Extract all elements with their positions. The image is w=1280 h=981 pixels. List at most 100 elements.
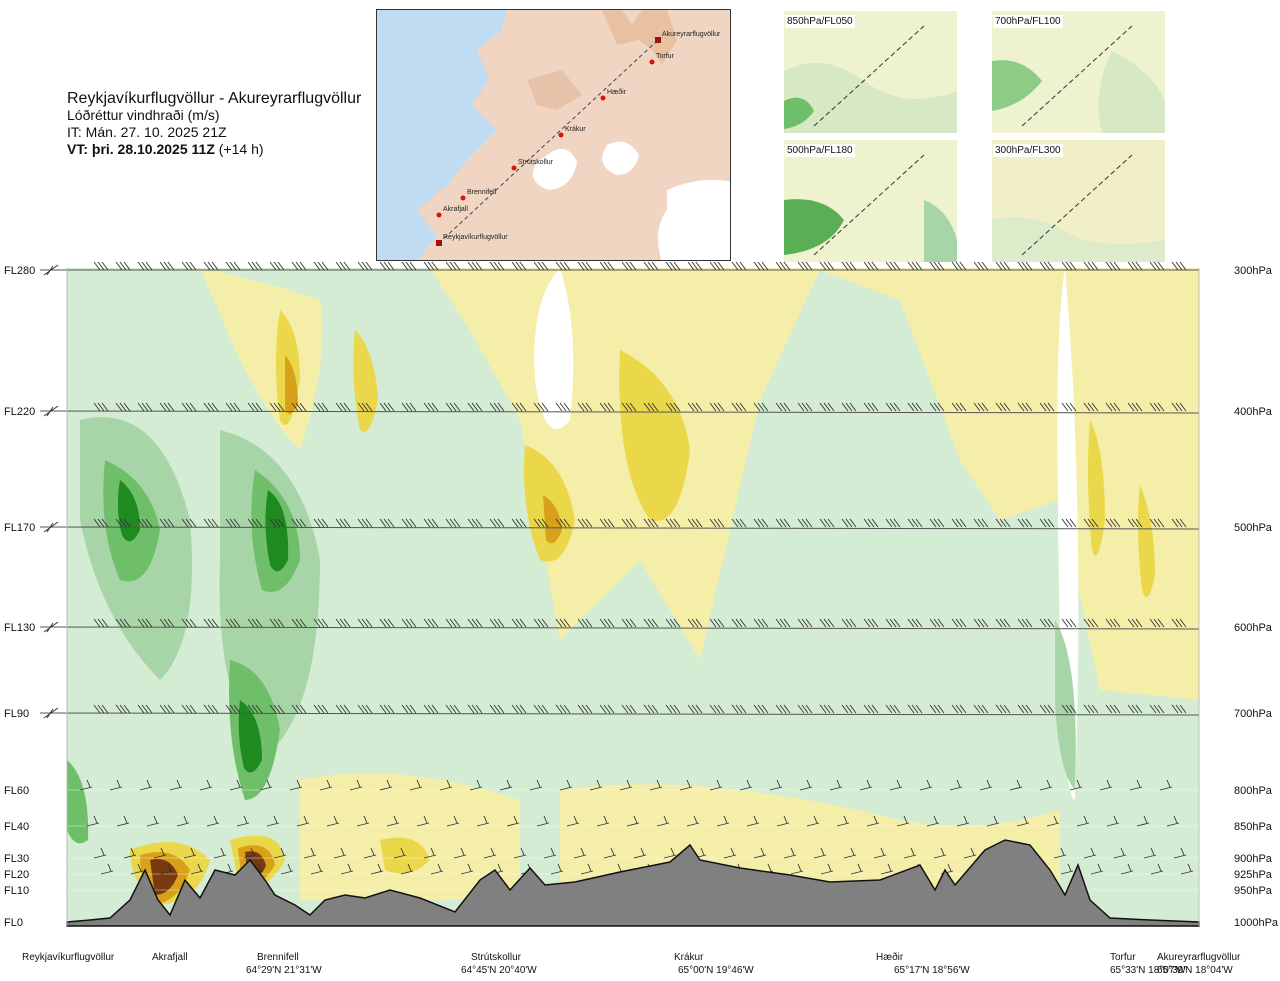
panel-500hpa: 500hPa/FL180 [784,140,957,262]
wind-barb [995,518,1011,528]
terrain-profile [66,839,1200,927]
wind-barb [203,704,219,714]
wind-barb [599,518,615,528]
wind-barb [225,518,241,528]
wind-barb [206,815,220,827]
wind-barb [203,618,219,628]
wind-barb [919,779,933,791]
route-point-label: Krákur [565,126,586,133]
wind-barb [776,815,790,827]
wind-barb [577,261,593,271]
wind-barb [841,704,857,714]
wind-barb [709,779,723,791]
wind-barb [93,261,109,271]
wind-barb [555,402,571,412]
wind-barb [907,518,923,528]
wind-barb [885,261,901,271]
wind-barb [731,518,747,528]
wind-barb [589,779,603,791]
level-line [39,712,1200,716]
wind-barb [181,704,197,714]
wind-barb [183,847,197,859]
location-coordinates: 64°29'N 21°31'W [246,965,322,976]
wind-barb [929,402,945,412]
wind-barb [580,863,594,875]
wind-barb [1083,618,1099,628]
wind-barb [379,518,395,528]
wind-barb [467,518,483,528]
wind-barb [687,618,703,628]
field-region [150,859,178,895]
wind-barb [753,847,767,859]
wind-barb [159,402,175,412]
wind-barb [621,618,637,628]
flight-level-labels: FL280 FL220 FL170 FL130 FL90 FL60 FL40 FL30 FL20… [4,265,35,929]
wind-barb [665,518,681,528]
wind-barb [529,779,543,791]
route-point-label: Brennifell [467,189,497,196]
wind-barb [797,261,813,271]
wind-barb [1061,518,1077,528]
wind-barb [829,779,843,791]
wind-barb [1060,863,1074,875]
wind-barb [746,815,760,827]
wind-barb [850,863,864,875]
flight-level-label: FL90 [4,708,29,720]
wind-barb [476,815,490,827]
wind-barb [973,618,989,628]
wind-barb [1009,779,1023,791]
wind-barb [247,402,263,412]
wind-barb [160,863,174,875]
pressure-labels: 300hPa 400hPa 500hPa 600hPa 700hPa 800hPa 850h… [1234,265,1279,929]
wind-barb [1143,847,1157,859]
wind-barb [115,261,131,271]
wind-barb [409,779,423,791]
wind-barb [401,518,417,528]
wind-barb [357,518,373,528]
wind-barb [225,261,241,271]
flight-level-label: FL130 [4,622,35,634]
wind-barb [577,618,593,628]
wind-barb [269,261,285,271]
wind-barb [289,779,303,791]
wind-barb [225,618,241,628]
wind-barb [313,261,329,271]
wind-barb [115,618,131,628]
wind-barb [686,815,700,827]
route-point-label: Akureyrarflugvöllur [662,31,721,38]
wind-barb [599,704,615,714]
field-region [534,268,574,429]
wind-barb [93,618,109,628]
wind-barb [687,261,703,271]
wind-barb [731,261,747,271]
wind-barb [687,518,703,528]
wind-barb [1159,779,1173,791]
wind-barb [511,618,527,628]
wind-barb [775,518,791,528]
wind-barb [291,402,307,412]
wind-barb [93,847,107,859]
wind-barb [797,618,813,628]
wind-barb [190,863,204,875]
wind-barb [1016,815,1030,827]
wind-barb [1136,815,1150,827]
wind-barb [933,847,947,859]
wind-barb [979,779,993,791]
panel-300hpa: 300hPa/FL300 [992,140,1165,262]
wind-barb [1017,618,1033,628]
wind-barb [866,815,880,827]
wind-barb [506,815,520,827]
wind-barb [291,261,307,271]
wind-barb [401,261,417,271]
wind-barb [1061,618,1077,628]
wind-barb [885,704,901,714]
pressure-label: 600hPa [1234,622,1273,634]
route-point-label: Akrafjall [443,206,468,213]
wind-barb [929,618,945,628]
wind-barb [820,863,834,875]
wind-barb [1149,261,1165,271]
location-coordinates: 65°33'N 18°07'W [1110,965,1186,976]
wind-barb [467,402,483,412]
route-map-svg: Akureyrarflugvöllur Torfur Hæðir Krákur Strú… [377,10,730,260]
wind-barb [863,402,879,412]
